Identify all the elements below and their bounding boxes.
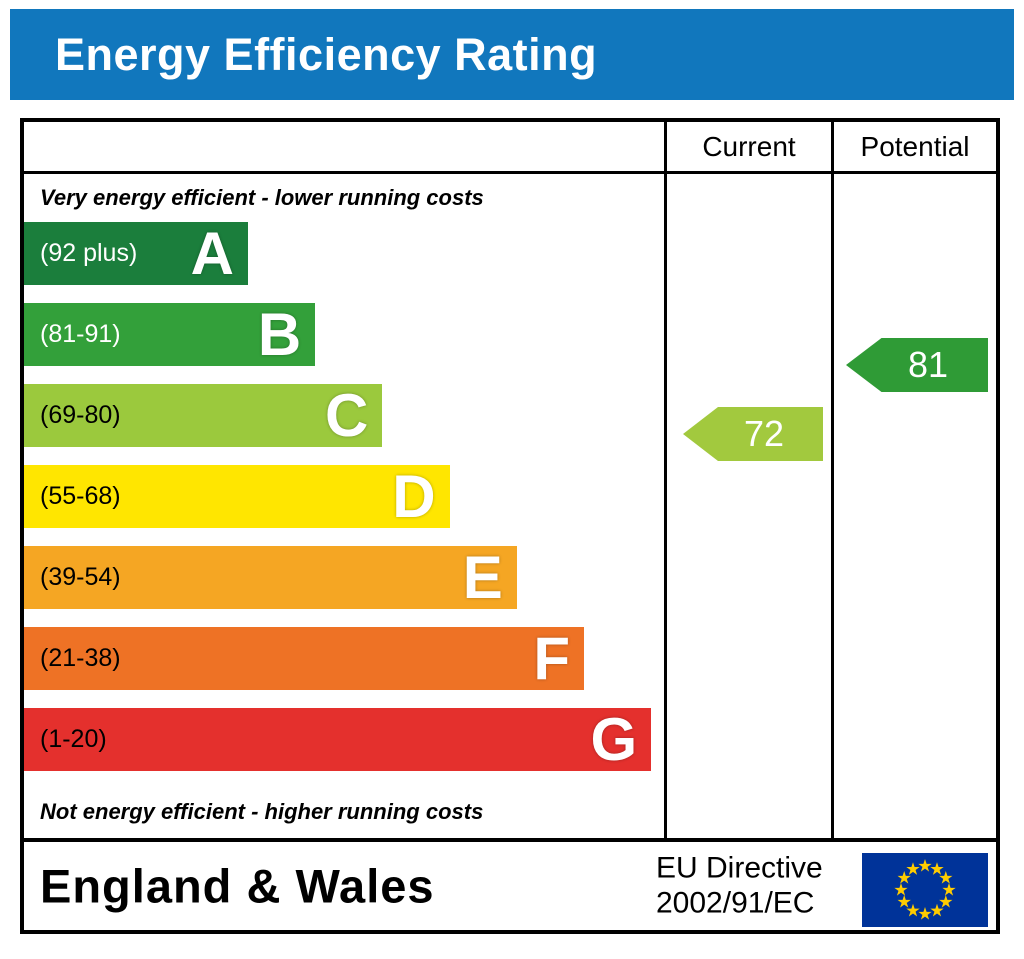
band-letter: E: [462, 543, 503, 611]
band-row-e: (39-54) E: [24, 546, 664, 609]
rating-table: Current Potential Very energy efficient …: [20, 118, 1000, 934]
band-bar-g: (1-20) G: [24, 705, 652, 773]
eu-directive-line2: 2002/91/EC: [656, 886, 815, 919]
eu-directive-label: EU Directive 2002/91/EC: [656, 852, 823, 921]
band-letter: F: [533, 624, 570, 692]
band-row-g: (1-20) G: [24, 708, 664, 771]
current-column: 72: [664, 174, 831, 838]
region-label: England & Wales: [40, 859, 435, 913]
band-letter: A: [190, 219, 234, 287]
band-range-label: (21-38): [40, 644, 121, 672]
band-range-label: (55-68): [40, 482, 121, 510]
band-row-c: (69-80) C: [24, 384, 664, 447]
band-row-d: (55-68) D: [24, 465, 664, 528]
eu-flag-icon: [862, 853, 988, 927]
band-range-label: (39-54): [40, 563, 121, 591]
band-letter: D: [392, 462, 436, 530]
band-letter: G: [590, 705, 638, 773]
title-bar: Energy Efficiency Rating: [10, 9, 1014, 100]
band-bar-f: (21-38) F: [24, 627, 584, 690]
potential-rating-value: 81: [907, 344, 949, 385]
top-note: Very energy efficient - lower running co…: [40, 185, 484, 210]
band-range-label: (81-91): [40, 320, 121, 348]
eu-directive-line1: EU Directive: [656, 851, 823, 885]
bands-area: Very energy efficient - lower running co…: [24, 174, 664, 838]
band-row-a: (92 plus) A: [24, 222, 664, 285]
bands-header-spacer: [24, 122, 664, 171]
band-letter: B: [257, 300, 302, 368]
table-header-row: Current Potential: [24, 122, 996, 174]
current-column-header: Current: [664, 122, 831, 171]
potential-column-header: Potential: [831, 122, 996, 171]
potential-column: 81: [831, 174, 996, 838]
band-range-label: (1-20): [40, 725, 107, 753]
band-bar-b: (81-91) B: [24, 300, 316, 368]
band-range-label: (92 plus): [40, 239, 138, 267]
bottom-note: Not energy efficient - higher running co…: [40, 799, 484, 824]
band-row-b: (81-91) B: [24, 303, 664, 366]
current-rating-arrow: 72: [683, 407, 823, 461]
band-letter: C: [325, 381, 369, 449]
page-title: Energy Efficiency Rating: [55, 28, 598, 80]
band-bar-c: (69-80) C: [24, 381, 383, 449]
band-bar-d: (55-68) D: [24, 465, 450, 528]
potential-rating-arrow: 81: [846, 338, 988, 392]
band-row-f: (21-38) F: [24, 627, 664, 690]
band-bar-a: (92 plus) A: [24, 222, 248, 285]
table-body: Very energy efficient - lower running co…: [24, 174, 996, 838]
band-range-label: (69-80): [40, 401, 121, 429]
table-footer: England & Wales EU Directive 2002/91/EC: [24, 838, 996, 930]
current-rating-value: 72: [743, 413, 785, 454]
band-bar-e: (39-54) E: [24, 546, 517, 609]
